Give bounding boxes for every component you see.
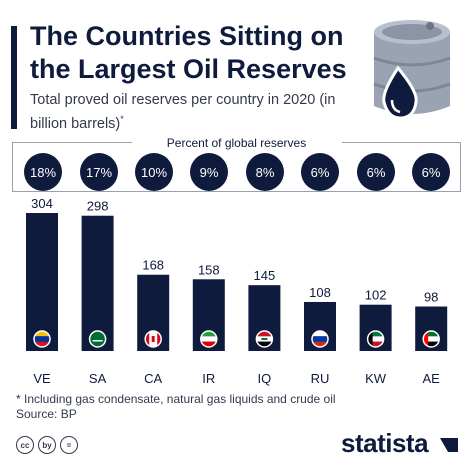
percent-circle-ir: 9%: [190, 153, 228, 191]
subtitle-text: Total proved oil reserves per country in…: [30, 92, 336, 132]
subtitle-footnote-mark: *: [120, 114, 124, 124]
footnote-block: * Including gas condensate, natural gas …: [16, 392, 336, 422]
category-label-sa: SA: [89, 371, 107, 386]
percent-circle-iq: 8%: [246, 153, 284, 191]
chart-subtitle: Total proved oil reserves per country in…: [30, 91, 360, 134]
flag-icon-ve: [33, 330, 51, 348]
bar-sa: [81, 215, 114, 351]
flag-icon-ru: [311, 330, 329, 348]
license-icons: cc by =: [16, 436, 78, 454]
value-label-sa: 298: [87, 199, 109, 214]
flag-icon-sa: [88, 330, 107, 348]
value-label-ve: 304: [31, 196, 53, 211]
percent-circle-ca: 10%: [135, 153, 173, 191]
nd-license-icon[interactable]: =: [60, 436, 78, 454]
percent-box-top-left: [12, 142, 132, 143]
value-label-ca: 168: [142, 258, 164, 273]
flag-icon-ae: [422, 330, 440, 348]
category-label-iq: IQ: [258, 371, 272, 386]
percent-box-top-right: [342, 142, 461, 143]
value-label-iq: 145: [254, 268, 276, 283]
flag-icon-kw: [366, 330, 385, 348]
flag-icon-iq: [255, 330, 274, 348]
category-label-ir: IR: [202, 371, 215, 386]
category-label-ae: AE: [423, 371, 441, 386]
statista-logo-text[interactable]: statista: [341, 428, 429, 458]
percent-section-label: Percent of global reserves: [160, 136, 313, 150]
chart-title: The Countries Sitting on the Largest Oil…: [30, 21, 347, 84]
cc-license-icon[interactable]: cc: [16, 436, 34, 454]
value-label-ae: 98: [424, 290, 438, 305]
source-text: Source: BP: [16, 407, 77, 421]
percent-circle-kw: 6%: [357, 153, 395, 191]
flag-icon-ca: [144, 330, 162, 348]
percent-circle-ae: 6%: [412, 153, 450, 191]
bar-chart: 304 VE 298 SA 168 CA 158 IR 145 IQ 108 RU 102 KW 98 AE: [26, 196, 448, 386]
percent-circle-ru: 6%: [301, 153, 339, 191]
category-label-kw: KW: [365, 371, 387, 386]
category-label-ru: RU: [311, 371, 330, 386]
value-label-ir: 158: [198, 262, 220, 277]
bar-ve: [26, 213, 58, 351]
flag-icon-ir: [200, 330, 218, 348]
percent-circle-ve: 18%: [24, 153, 62, 191]
category-label-ca: CA: [144, 371, 162, 386]
oil-barrel-icon: [373, 20, 451, 120]
value-label-kw: 102: [365, 288, 387, 303]
title-accent-bar: [11, 26, 17, 129]
by-license-icon[interactable]: by: [38, 436, 56, 454]
percent-circle-sa: 17%: [80, 153, 118, 191]
percent-box: [12, 142, 461, 192]
value-label-ru: 108: [309, 285, 331, 300]
footnote-text: * Including gas condensate, natural gas …: [16, 392, 336, 406]
category-label-ve: VE: [33, 371, 51, 386]
statista-logo-icon: [440, 438, 458, 452]
